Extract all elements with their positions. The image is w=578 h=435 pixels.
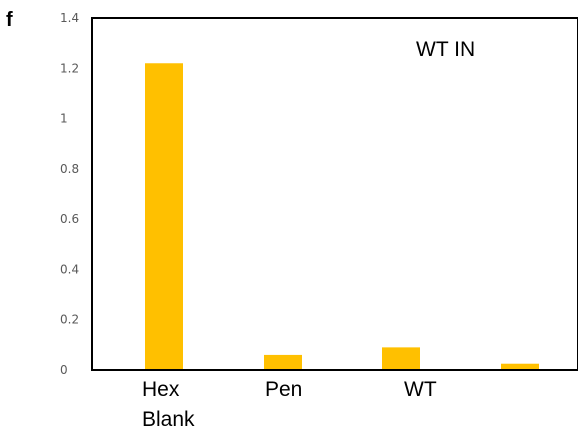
y-tick-label: 1.2: [60, 61, 79, 75]
y-axis: 0 0.2 0.4 0.6 0.8 1 1.2 1.4: [60, 11, 79, 377]
y-tick-label: 0: [60, 363, 68, 377]
bar: [145, 63, 183, 370]
x-axis-labels: Hex Blank Pen WT: [142, 378, 437, 431]
y-tick-label: 0.8: [60, 162, 79, 176]
y-tick-label: 0.4: [60, 262, 79, 276]
y-tick-label: 1.4: [60, 11, 79, 25]
y-tick-label: 0.6: [60, 212, 79, 226]
y-tick-label: 1: [60, 112, 68, 126]
bar: [382, 347, 420, 370]
bars-group: [145, 63, 539, 370]
plot-frame: [91, 17, 578, 371]
y-tick-label: 0.2: [60, 313, 79, 327]
bar: [501, 363, 539, 370]
panel-label: f: [6, 9, 13, 31]
x-category-label: WT: [404, 378, 437, 401]
x-category-label: Pen: [265, 378, 302, 401]
x-category-label: Hex Blank: [142, 378, 195, 431]
chart-annotation: WT IN: [416, 38, 475, 61]
bar: [264, 354, 302, 370]
